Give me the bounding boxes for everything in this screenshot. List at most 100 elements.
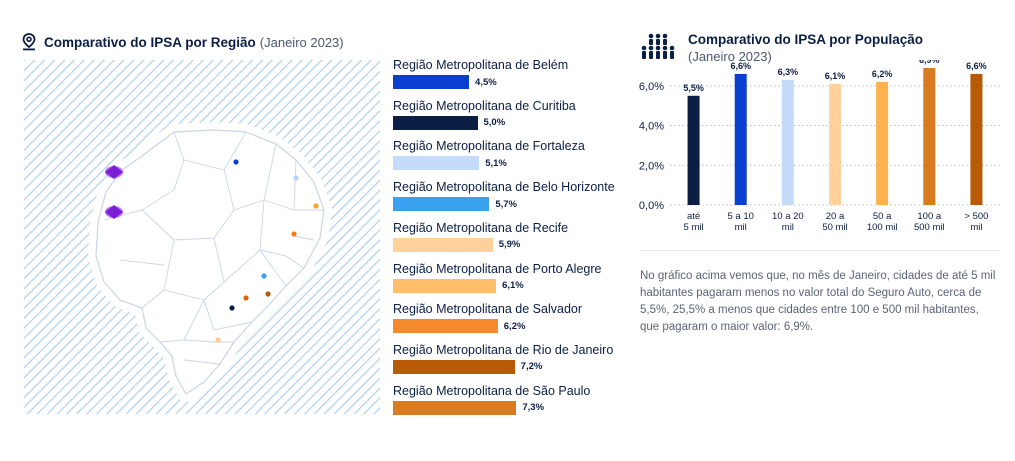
region-value-label: 7,2%: [520, 361, 543, 373]
region-bar-item: Região Metropolitana de Belém 4,5%: [393, 58, 568, 89]
region-bar-item: Região Metropolitana de Curitiba 5,0%: [393, 99, 576, 130]
region-bar: [393, 400, 517, 415]
left-chart-title-row: Comparativo do IPSA por Região (Janeiro …: [44, 35, 344, 50]
region-bar: [393, 237, 493, 252]
y-tick-label: 4,0%: [639, 121, 664, 133]
map-marker-curitiba: [229, 305, 235, 311]
region-value-label: 5,0%: [483, 117, 506, 129]
y-tick-label: 2,0%: [639, 160, 664, 172]
region-bar: [393, 115, 478, 130]
brazil-outline: [95, 129, 325, 395]
region-label: Região Metropolitana de Recife: [393, 220, 569, 235]
region-bar: [393, 278, 497, 293]
x-tick-label-line1: até: [687, 211, 700, 222]
bar-value-label: 5,5%: [683, 83, 704, 93]
population-bar: [687, 95, 700, 205]
region-bar-item: Região Metropolitana de Porto Alegre 6,1%: [393, 262, 601, 293]
map-marker-belo-horizonte: [261, 273, 267, 279]
map-highlight-markers: [105, 165, 123, 219]
map-marker-fortaleza: [293, 175, 299, 181]
x-tick-label-line2: 500 mil: [914, 222, 945, 233]
bar-value-label: 6,3%: [778, 67, 799, 77]
x-tick-label-line1: 100 a: [917, 211, 941, 222]
region-bar: [393, 197, 490, 212]
population-bar: [970, 73, 983, 206]
map-marker-recife: [313, 203, 319, 209]
region-bar-row: 5,0%: [393, 115, 576, 130]
x-tick-label-line1: > 500: [964, 211, 988, 222]
region-bar-item: Região Metropolitana de Salvador 6,2%: [393, 302, 583, 334]
region-value-label: 6,2%: [503, 320, 526, 332]
map-marker-porto-alegre: [215, 337, 221, 343]
region-value-label: 4,5%: [475, 76, 497, 88]
region-value-label: 5,1%: [485, 157, 507, 169]
right-chart-title: Comparativo do IPSA por População: [688, 32, 924, 47]
brazil-map: [88, 122, 332, 402]
region-bar-row: 6,1%: [393, 278, 601, 293]
bar-value-label: 6,2%: [872, 69, 893, 79]
region-bar-row: 5,9%: [393, 237, 568, 252]
region-bar-row: 5,1%: [393, 156, 585, 171]
population-bar: [781, 79, 794, 205]
map-marker-rio-de-janeiro: [265, 291, 271, 297]
map-marker-sao-paulo: [243, 295, 249, 301]
region-bar-row: 7,2%: [393, 359, 613, 374]
bar-value-label: 6,1%: [825, 71, 846, 81]
right-chart-subtitle: (Janeiro 2023): [688, 49, 772, 64]
region-value-label: 5,7%: [495, 198, 517, 210]
region-label: Região Metropolitana de Rio de Janeiro: [393, 342, 614, 357]
region-bar-row: 7,3%: [393, 400, 590, 415]
region-bar-row: 6,2%: [393, 319, 582, 334]
map-pin-icon: [22, 33, 36, 56]
region-bar-item: Região Metropolitana de Rio de Janeiro 7,…: [393, 343, 613, 374]
x-tick-label-line1: 10 a 20: [772, 211, 804, 222]
x-tick-label-line1: 50 a: [873, 211, 892, 222]
x-tick-label-line2: 5 mil: [684, 222, 704, 233]
region-bar: [393, 319, 498, 334]
region-bar-item: Região Metropolitana de Fortaleza 5,1%: [393, 139, 585, 171]
population-bar: [734, 73, 747, 206]
left-chart-title: Comparativo do IPSA por Região: [44, 35, 256, 50]
city-markers: [215, 159, 319, 343]
region-label: Região Metropolitana de Curitiba: [393, 98, 576, 113]
left-chart-subtitle: (Janeiro 2023): [259, 35, 344, 50]
x-tick-label-line2: 100 mil: [867, 222, 898, 233]
right-chart-title-block: Comparativo do IPSA por População (Janei…: [688, 32, 923, 64]
population-bar: [829, 83, 841, 205]
x-tick-label-line1: 5 a 10: [728, 211, 754, 222]
people-group-icon: [640, 33, 676, 68]
region-bar: [393, 75, 470, 89]
region-label: Região Metropolitana de Porto Alegre: [393, 261, 602, 276]
region-bar-item: Região Metropolitana de Belo Horizonte 5,…: [393, 180, 615, 212]
region-bar: [393, 359, 515, 374]
region-value-label: 5,9%: [498, 239, 521, 251]
y-tick-label: 0,0%: [639, 200, 664, 212]
region-bar-row: 4,5%: [393, 75, 568, 89]
region-label: Região Metropolitana de Salvador: [393, 302, 583, 317]
brazil-map-panel: [24, 60, 380, 414]
bar-value-label: 6,6%: [966, 61, 987, 71]
region-label: Região Metropolitana de São Paulo: [393, 383, 591, 398]
region-label: Região Metropolitana de Belo Horizonte: [393, 180, 615, 195]
bar-value-label: 6,6%: [730, 61, 751, 71]
x-tick-label-line2: mil: [782, 222, 794, 233]
region-bar-item: Região Metropolitana de São Paulo 7,3%: [393, 384, 590, 415]
x-tick-label-line2: mil: [970, 222, 982, 233]
population-bar: [876, 81, 889, 205]
population-bar: [923, 67, 936, 205]
x-tick-label-line2: 50 mil: [822, 222, 847, 233]
bar-value-label: 6,9%: [919, 60, 940, 65]
x-tick-label-line1: 20 a: [826, 211, 845, 222]
region-value-label: 6,1%: [502, 280, 524, 291]
region-label: Região Metropolitana de Belém: [393, 58, 569, 72]
x-tick-label-line2: mil: [735, 222, 747, 233]
region-value-label: 7,3%: [522, 402, 545, 414]
separator-line: [640, 250, 1000, 251]
y-tick-label: 6,0%: [639, 81, 664, 93]
region-bar-item: Região Metropolitana de Recife 5,9%: [393, 221, 568, 252]
region-label: Região Metropolitana de Fortaleza: [393, 139, 585, 154]
map-marker-salvador: [291, 231, 297, 237]
analysis-note: No gráfico acima vemos que, no mês de Ja…: [640, 270, 996, 333]
region-bar: [393, 156, 480, 171]
